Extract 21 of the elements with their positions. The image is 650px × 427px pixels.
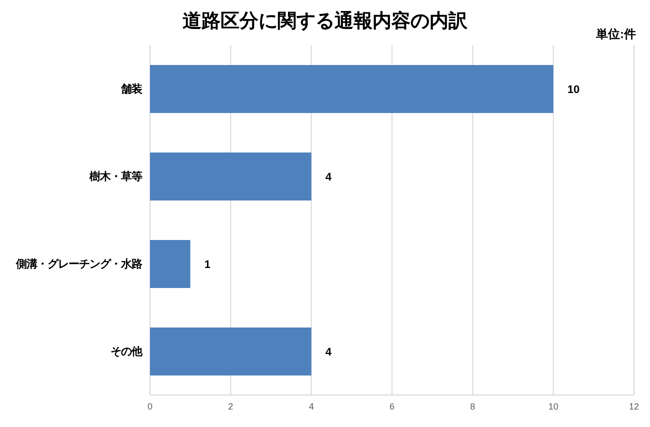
data-label: 4 <box>325 171 332 184</box>
chart-title: 道路区分に関する通報内容の内訳 <box>182 11 468 32</box>
bar <box>150 152 312 200</box>
data-label: 4 <box>325 346 332 358</box>
x-tick-label: 6 <box>389 401 395 412</box>
x-tick-label: 8 <box>470 401 476 412</box>
bar <box>150 240 190 288</box>
bar <box>150 328 312 376</box>
y-tick-label: 側溝・グレーチング・水路 <box>15 258 142 271</box>
y-tick-label: その他 <box>110 345 144 358</box>
x-tick-label: 12 <box>628 401 640 412</box>
x-tick-label: 0 <box>147 401 153 412</box>
data-label: 1 <box>204 258 210 271</box>
x-tick-label: 4 <box>308 401 314 412</box>
bar <box>150 65 554 113</box>
y-tick-label: 舗装 <box>120 82 142 96</box>
text: 単位:件 <box>596 26 636 43</box>
x-tick-label: 10 <box>548 401 558 412</box>
y-tick-label: 樹木・草等 <box>88 170 142 184</box>
data-label: 10 <box>567 84 580 96</box>
x-tick-label: 2 <box>228 401 234 412</box>
